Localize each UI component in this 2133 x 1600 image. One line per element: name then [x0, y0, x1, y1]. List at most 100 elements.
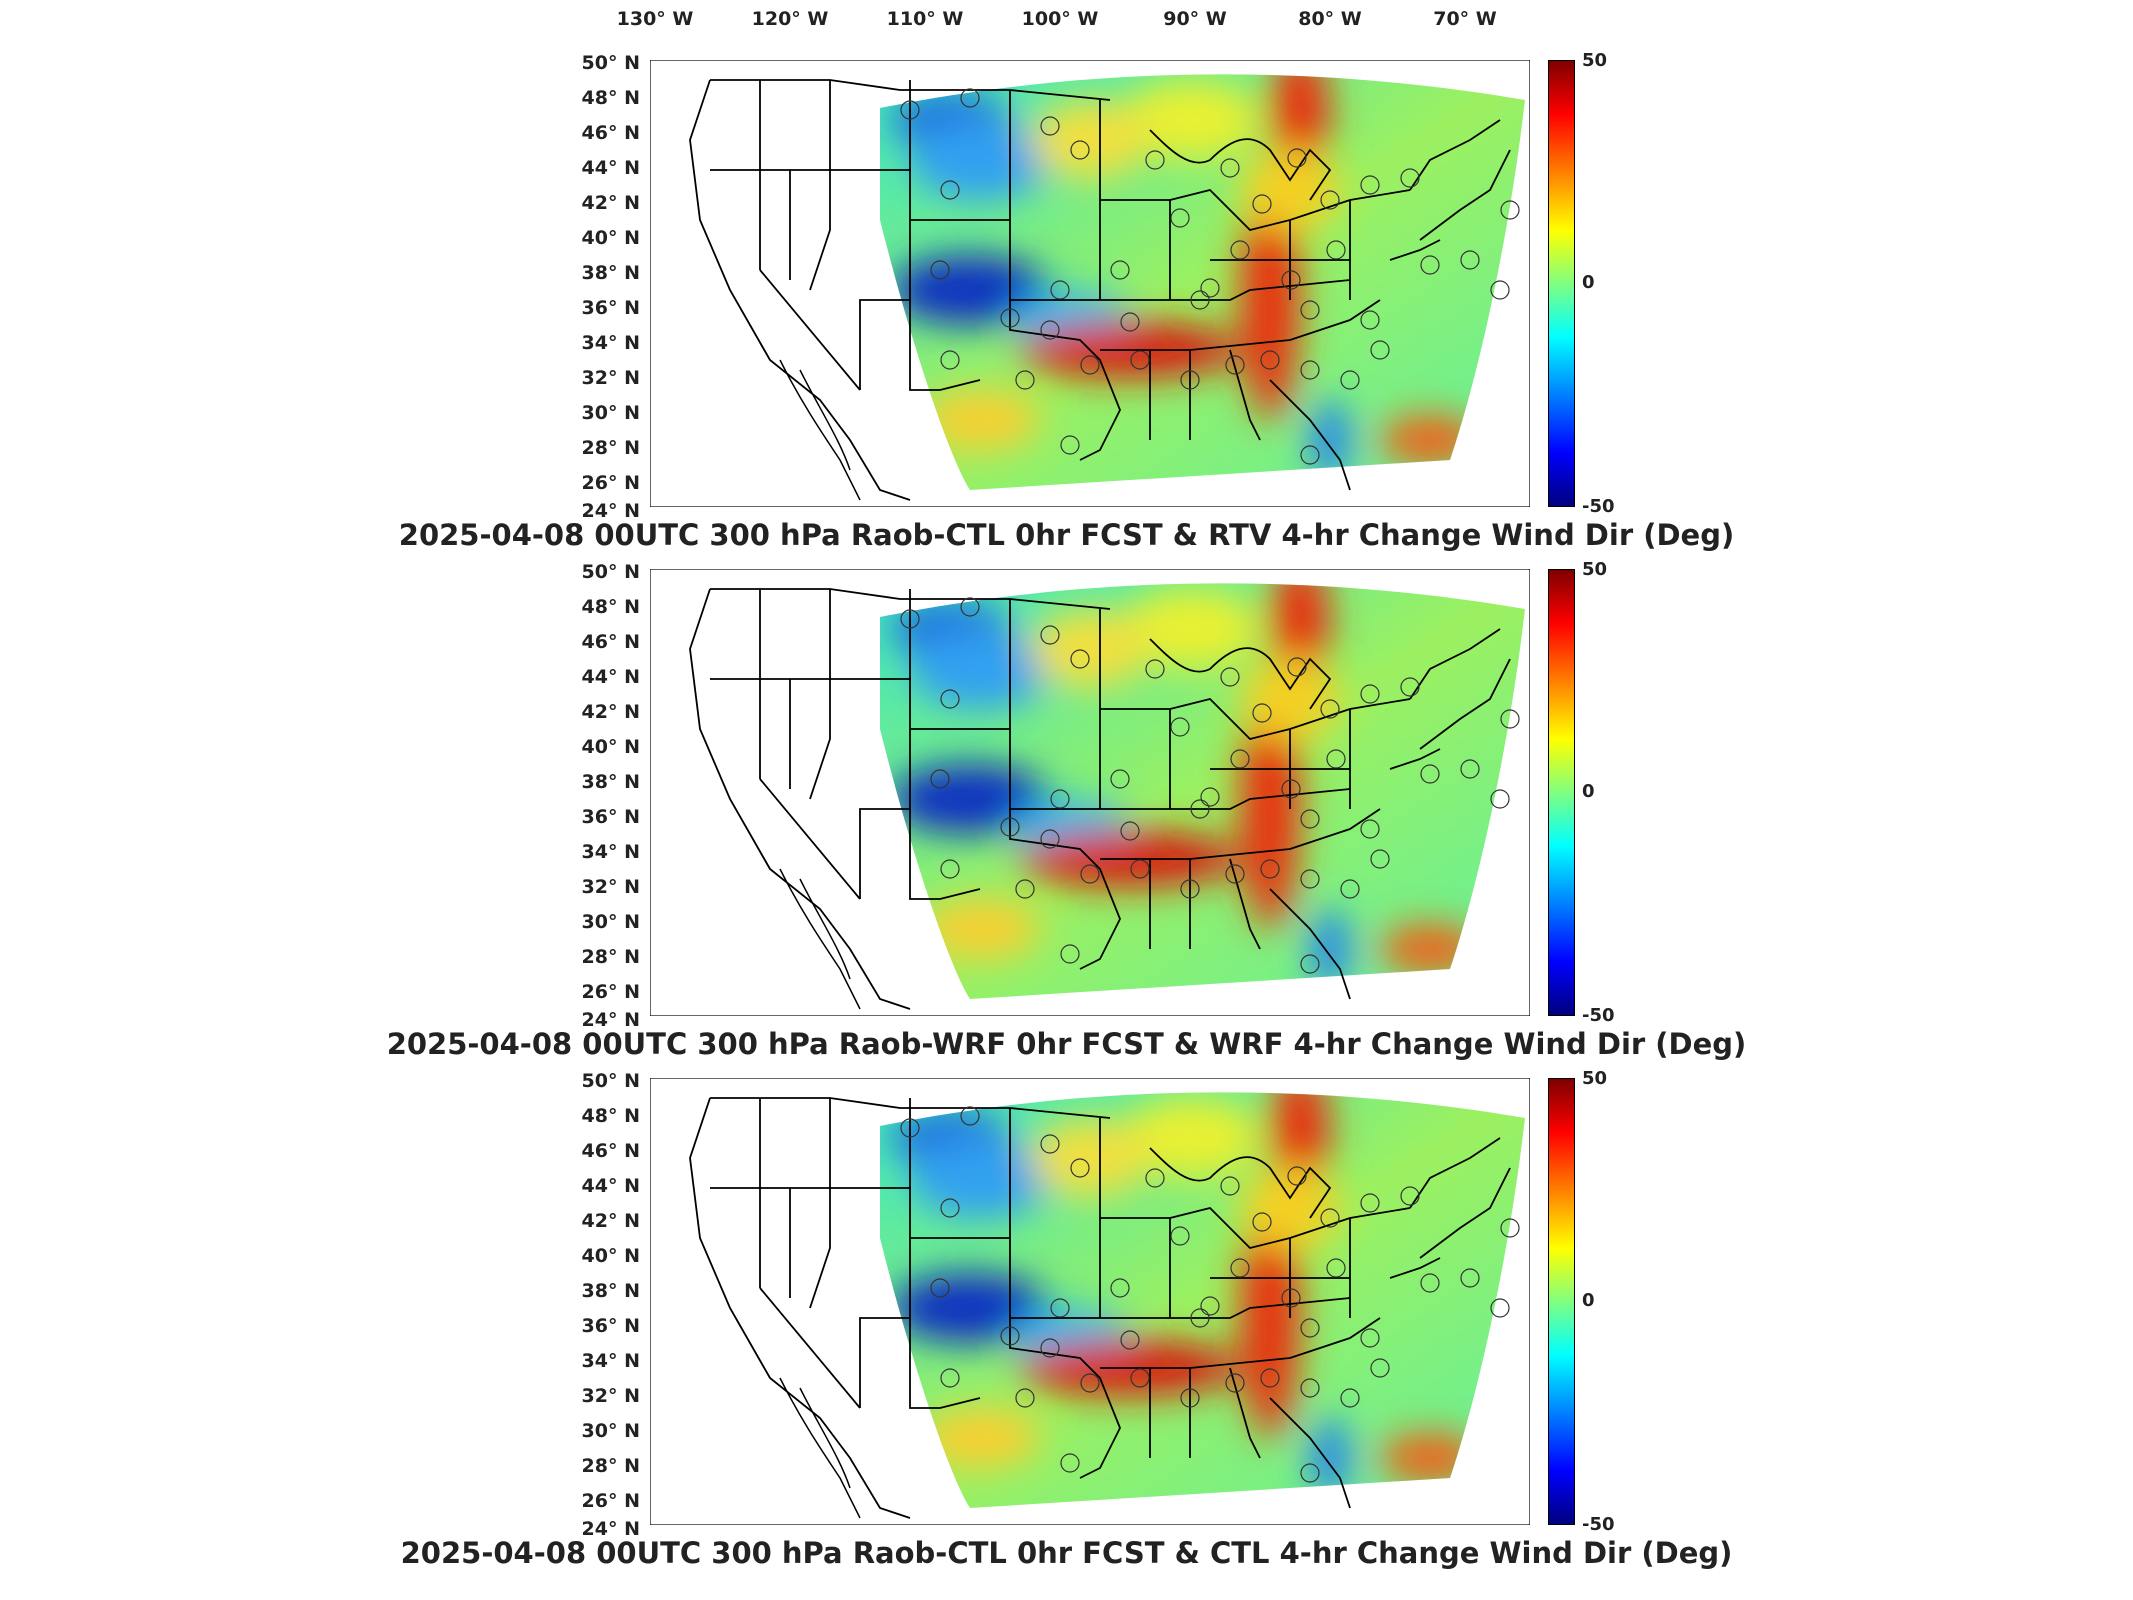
map-panel-1: 50° N 48° N 46° N 44° N 42° N 40° N 38° N 36° N… — [0, 0, 2133, 552]
latitude-label: 32° N — [581, 367, 640, 389]
latitude-label: 32° N — [581, 1385, 640, 1407]
station-marker — [1145, 150, 1165, 170]
latitude-label: 24° N — [581, 500, 640, 522]
colorbar-mid-label: 0 — [1582, 272, 1595, 293]
field-anomaly — [1240, 659, 1340, 739]
station-marker — [1400, 168, 1420, 188]
station-marker — [1300, 360, 1320, 380]
station-marker — [1252, 703, 1272, 723]
latitude-label: 38° N — [581, 771, 640, 793]
latitude-label: 28° N — [581, 1455, 640, 1477]
station-marker — [1145, 1168, 1165, 1188]
station-marker — [940, 350, 960, 370]
station-marker — [1070, 1158, 1090, 1178]
field-anomaly — [910, 629, 1050, 709]
field-anomaly — [910, 120, 1050, 200]
station-marker — [1360, 175, 1380, 195]
raob-station-markers — [900, 597, 1520, 974]
station-marker — [1326, 749, 1346, 769]
wind-direction-change-field — [880, 1092, 1525, 1508]
latitude-label: 44° N — [581, 1175, 640, 1197]
station-marker — [1170, 208, 1190, 228]
map-plot-area — [650, 569, 1530, 1016]
latitude-label: 30° N — [581, 1420, 640, 1442]
latitude-label: 28° N — [581, 946, 640, 968]
station-marker — [1326, 1258, 1346, 1278]
field-anomaly — [1120, 1098, 1260, 1178]
latitude-label: 30° N — [581, 402, 640, 424]
raob-station-markers — [900, 88, 1520, 465]
station-marker — [940, 1198, 960, 1218]
station-marker — [930, 1278, 950, 1298]
station-marker — [1200, 1296, 1220, 1316]
station-marker — [1225, 355, 1245, 375]
station-marker — [930, 260, 950, 280]
station-marker — [1360, 1193, 1380, 1213]
field-anomaly — [920, 899, 1040, 959]
longitude-label: 100° W — [1021, 8, 1099, 30]
colorbar-max-label: 50 — [1582, 559, 1608, 580]
longitude-axis-labels: 130° W 120° W 110° W 100° W 90° W 80° W 70° W — [0, 0, 2133, 40]
latitude-label: 34° N — [581, 332, 640, 354]
station-marker — [1460, 1268, 1480, 1288]
longitude-label: 70° W — [1433, 8, 1497, 30]
station-marker — [1170, 1226, 1190, 1246]
colorbar-max-label: 50 — [1582, 50, 1608, 71]
station-marker — [1040, 116, 1060, 136]
longitude-label: 80° W — [1298, 8, 1362, 30]
station-marker — [1130, 1368, 1150, 1388]
colorbar-max-label: 50 — [1582, 1068, 1608, 1089]
latitude-label: 26° N — [581, 1490, 640, 1512]
station-marker — [1130, 859, 1150, 879]
latitude-label: 42° N — [581, 701, 640, 723]
station-marker — [1200, 278, 1220, 298]
station-marker — [1300, 1318, 1320, 1338]
station-marker — [1225, 864, 1245, 884]
station-marker — [1040, 1338, 1060, 1358]
station-marker — [1287, 1166, 1307, 1186]
station-marker — [1190, 290, 1210, 310]
field-anomaly — [1030, 100, 1150, 180]
station-marker — [1220, 667, 1240, 687]
state-boundaries — [689, 1097, 1511, 1519]
latitude-label: 24° N — [581, 1009, 640, 1031]
station-marker — [1400, 1186, 1420, 1206]
panel-title: 2025-04-08 00UTC 300 hPa Raob-CTL 0hr FC… — [400, 1536, 1733, 1570]
station-marker — [1320, 1208, 1340, 1228]
station-marker — [1252, 194, 1272, 214]
station-marker — [1070, 140, 1090, 160]
field-anomaly — [920, 390, 1040, 450]
station-marker — [1490, 1298, 1510, 1318]
longitude-label: 90° W — [1163, 8, 1227, 30]
map-panel-2: 50° N 48° N 46° N 44° N 42° N 40° N 38° N 36° N… — [0, 509, 2133, 1061]
wind-direction-change-field — [880, 74, 1525, 491]
station-marker — [1230, 749, 1250, 769]
station-marker — [1420, 764, 1440, 784]
station-marker — [1000, 1326, 1020, 1346]
station-marker — [1260, 859, 1280, 879]
station-marker — [1050, 280, 1070, 300]
station-marker — [940, 689, 960, 709]
station-marker — [1040, 829, 1060, 849]
station-marker — [1320, 190, 1340, 210]
field-anomaly — [1270, 1092, 1330, 1188]
latitude-label: 46° N — [581, 631, 640, 653]
state-boundaries — [689, 588, 1511, 1010]
latitude-label: 30° N — [581, 911, 640, 933]
station-marker — [1360, 1328, 1380, 1348]
latitude-label: 50° N — [581, 561, 640, 583]
latitude-label: 36° N — [581, 1315, 640, 1337]
latitude-label: 40° N — [581, 1245, 640, 1267]
station-marker — [960, 88, 980, 108]
latitude-label: 36° N — [581, 806, 640, 828]
latitude-label: 36° N — [581, 297, 640, 319]
station-marker — [1070, 649, 1090, 669]
station-marker — [900, 100, 920, 120]
latitude-label: 34° N — [581, 841, 640, 863]
latitude-label: 26° N — [581, 472, 640, 494]
station-marker — [1080, 355, 1100, 375]
latitude-label: 46° N — [581, 122, 640, 144]
station-marker — [1360, 819, 1380, 839]
station-marker — [1000, 817, 1020, 837]
station-marker — [1220, 1176, 1240, 1196]
